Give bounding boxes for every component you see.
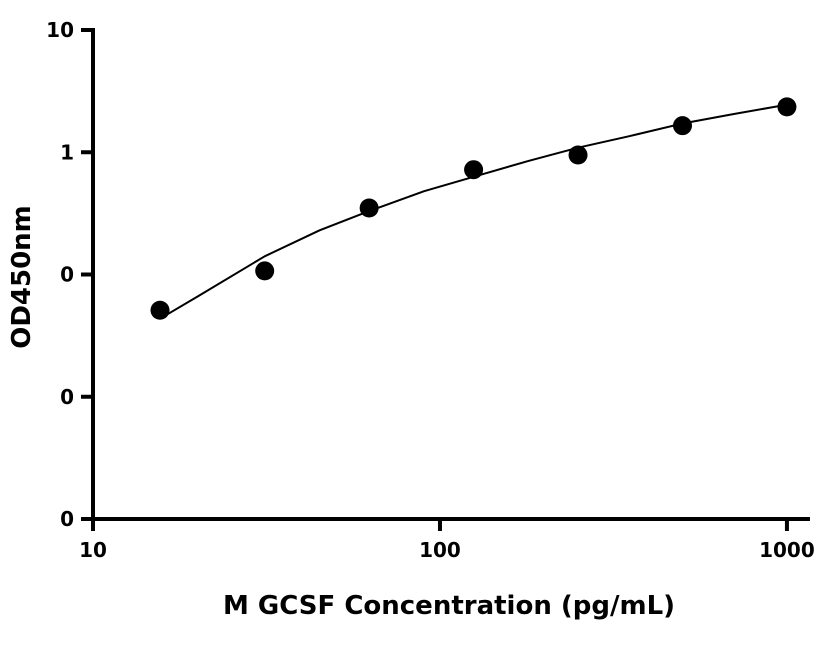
y-tick-label: 0	[60, 507, 74, 531]
axes-group: 10 100 1000 0 0 0 1 10	[46, 18, 815, 562]
x-tick-label: 10	[79, 538, 107, 562]
x-tick-label: 100	[419, 538, 461, 562]
y-axis-title: OD450nm	[7, 205, 37, 349]
fit-curve-line	[159, 103, 788, 320]
data-point	[568, 145, 588, 165]
y-tick-label: 0	[60, 263, 74, 287]
y-tick-label: 0	[60, 385, 74, 409]
data-point	[359, 198, 379, 218]
data-point	[777, 97, 797, 117]
x-tick-label: 1000	[759, 538, 815, 562]
data-point	[672, 116, 692, 136]
data-point	[150, 300, 170, 320]
data-point	[255, 261, 275, 281]
y-tick-label: 10	[46, 18, 74, 42]
x-axis-title: M GCSF Concentration (pg/mL)	[223, 591, 675, 621]
data-points-group	[150, 97, 797, 320]
y-tick-label: 1	[60, 140, 74, 164]
data-point	[464, 160, 484, 180]
fit-curve-group	[159, 103, 788, 320]
